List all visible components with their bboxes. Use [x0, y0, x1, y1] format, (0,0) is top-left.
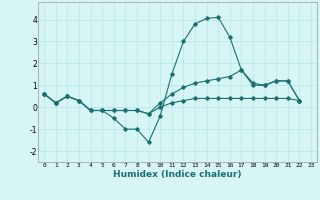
- X-axis label: Humidex (Indice chaleur): Humidex (Indice chaleur): [113, 170, 242, 179]
